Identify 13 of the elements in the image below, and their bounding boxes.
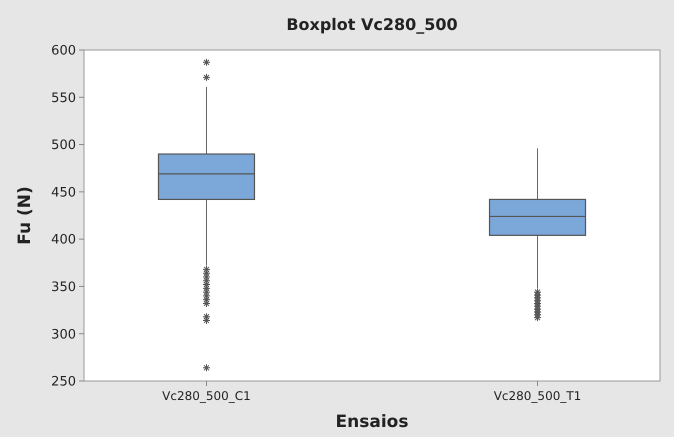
y-tick-label: 300: [51, 327, 76, 342]
y-tick-label: 600: [51, 44, 76, 59]
y-tick-label: 450: [51, 185, 76, 200]
x-axis-title: Ensaios: [336, 412, 408, 432]
y-axis-title: Fu (N): [15, 186, 35, 245]
y-tick-label: 350: [51, 280, 76, 295]
x-tick-label: Vc280_500_T1: [494, 389, 582, 403]
y-tick-label: 500: [51, 138, 76, 154]
x-tick-label: Vc280_500_C1: [162, 389, 251, 403]
y-tick-label: 550: [51, 90, 76, 106]
y-tick-label: 400: [51, 232, 76, 248]
chart-title: Boxplot Vc280_500: [286, 15, 458, 34]
y-tick-label: 250: [51, 374, 76, 390]
